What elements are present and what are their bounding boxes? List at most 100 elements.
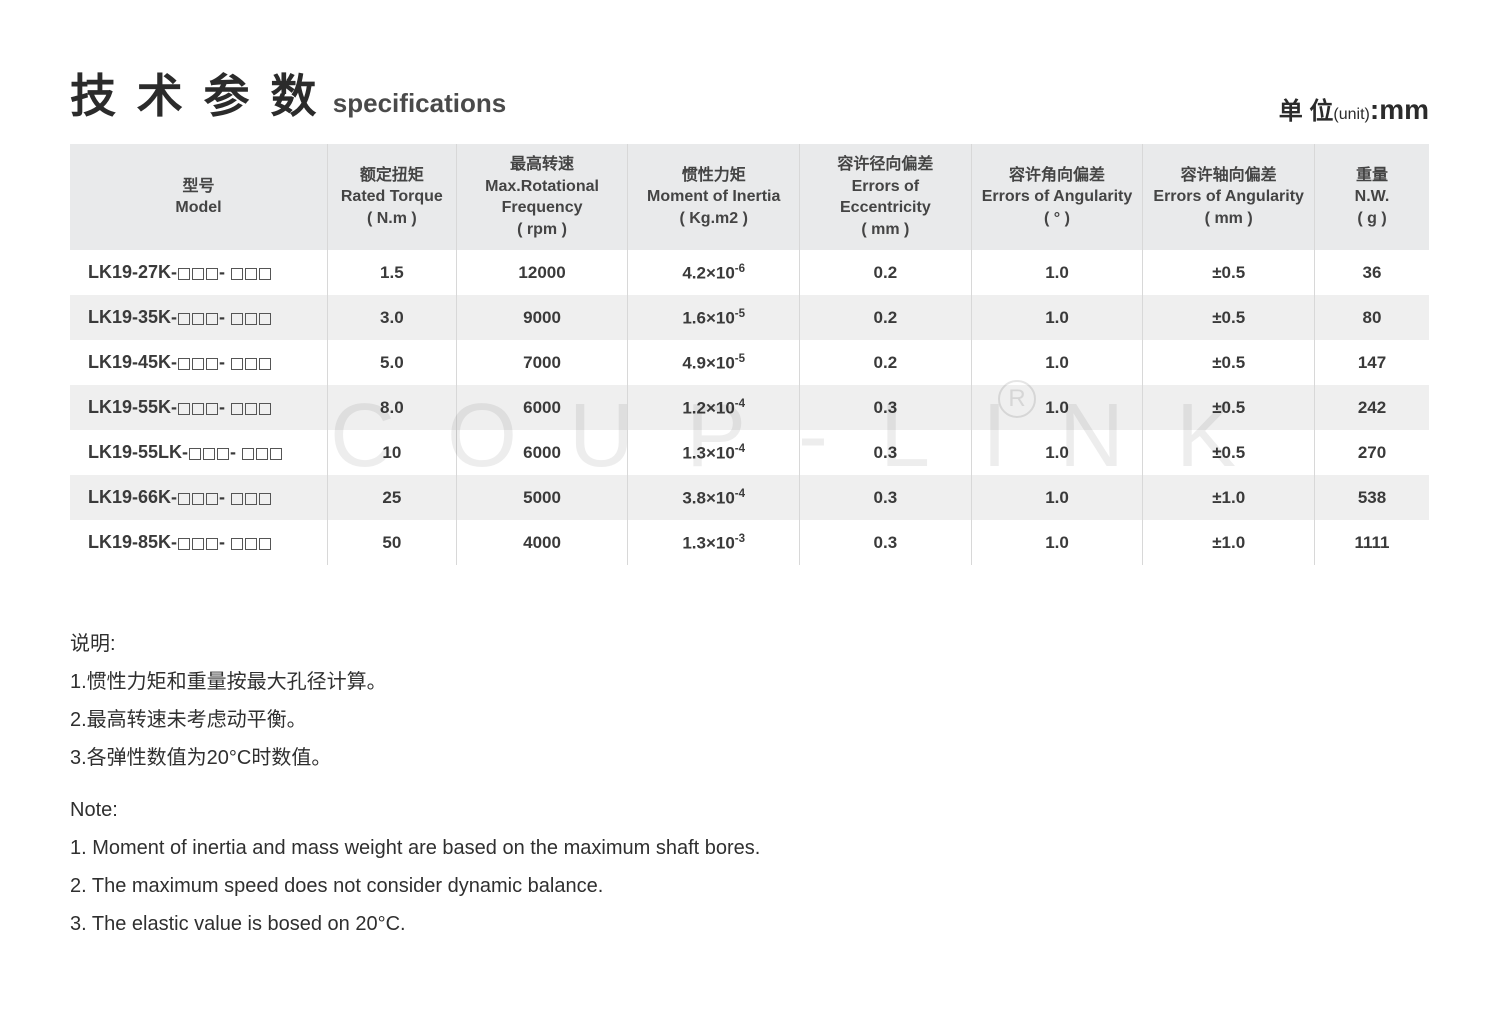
cell-ang: 1.0 <box>971 430 1143 475</box>
col-unit: ( Kg.m2 ) <box>634 208 793 230</box>
cell-torque: 3.0 <box>327 295 456 340</box>
spec-table: 型号 Model 额定扭矩 Rated Torque ( N.m ) 最高转速 … <box>70 144 1429 565</box>
col-torque: 额定扭矩 Rated Torque ( N.m ) <box>327 144 456 250</box>
cell-inertia: 4.9×10-5 <box>628 340 800 385</box>
unit-label: 单 位(unit):mm <box>1279 91 1429 126</box>
cell-torque: 5.0 <box>327 340 456 385</box>
cell-rpm: 5000 <box>456 475 628 520</box>
notes-cn-head: 说明: <box>70 625 1429 663</box>
page: 技 术 参 数 specifications 单 位(unit):mm COUP… <box>70 60 1429 943</box>
cell-ecc: 0.2 <box>800 250 972 295</box>
cell-torque: 8.0 <box>327 385 456 430</box>
cell-rpm: 12000 <box>456 250 628 295</box>
cell-ax: ±0.5 <box>1143 250 1315 295</box>
unit-cn: 单 位 <box>1279 98 1334 125</box>
cell-inertia: 1.2×10-4 <box>628 385 800 430</box>
notes: 说明: 1.惯性力矩和重量按最大孔径计算。 2.最高转速未考虑动平衡。 3.各弹… <box>70 625 1429 943</box>
col-en: Rated Torque <box>334 186 450 208</box>
col-unit: ( mm ) <box>1149 208 1308 230</box>
cell-inertia: 3.8×10-4 <box>628 475 800 520</box>
col-unit: ( rpm ) <box>463 219 622 241</box>
col-en: Moment of Inertia <box>634 186 793 208</box>
cell-inertia: 1.6×10-5 <box>628 295 800 340</box>
cell-wt: 270 <box>1315 430 1430 475</box>
col-cn: 重量 <box>1321 165 1423 187</box>
table-row: LK19-35K-- 3.090001.6×10-50.21.0±0.580 <box>70 295 1429 340</box>
table-body: LK19-27K-- 1.5120004.2×10-60.21.0±0.536L… <box>70 250 1429 565</box>
note-en-1: 1. Moment of inertia and mass weight are… <box>70 829 1429 867</box>
col-wt: 重量 N.W. ( g ) <box>1315 144 1430 250</box>
col-en: Errors of Angularity <box>978 186 1137 208</box>
table-row: LK19-55K-- 8.060001.2×10-40.31.0±0.5242 <box>70 385 1429 430</box>
cell-wt: 80 <box>1315 295 1430 340</box>
cell-ang: 1.0 <box>971 385 1143 430</box>
cell-ang: 1.0 <box>971 295 1143 340</box>
cell-wt: 36 <box>1315 250 1430 295</box>
unit-val: :mm <box>1370 94 1429 125</box>
cell-ecc: 0.3 <box>800 385 972 430</box>
cell-wt: 538 <box>1315 475 1430 520</box>
col-rpm: 最高转速 Max.Rotational Frequency ( rpm ) <box>456 144 628 250</box>
cell-torque: 1.5 <box>327 250 456 295</box>
cell-ecc: 0.3 <box>800 520 972 565</box>
cell-model: LK19-35K-- <box>70 295 327 340</box>
cell-ecc: 0.3 <box>800 475 972 520</box>
col-cn: 型号 <box>76 176 321 198</box>
note-en-3: 3. The elastic value is bosed on 20°C. <box>70 905 1429 943</box>
cell-ax: ±0.5 <box>1143 340 1315 385</box>
cell-wt: 1111 <box>1315 520 1430 565</box>
col-en: Errors of Angularity <box>1149 186 1308 208</box>
unit-sub: (unit) <box>1333 106 1369 123</box>
col-cn: 最高转速 <box>463 154 622 176</box>
col-inertia: 惯性力矩 Moment of Inertia ( Kg.m2 ) <box>628 144 800 250</box>
note-cn-1: 1.惯性力矩和重量按最大孔径计算。 <box>70 663 1429 701</box>
cell-rpm: 9000 <box>456 295 628 340</box>
title-block: 技 术 参 数 specifications <box>70 60 506 126</box>
cell-wt: 147 <box>1315 340 1430 385</box>
cell-rpm: 4000 <box>456 520 628 565</box>
cell-ax: ±0.5 <box>1143 430 1315 475</box>
cell-inertia: 4.2×10-6 <box>628 250 800 295</box>
header: 技 术 参 数 specifications 单 位(unit):mm <box>70 60 1429 126</box>
note-cn-3: 3.各弹性数值为20°C时数值。 <box>70 739 1429 777</box>
col-unit: ( N.m ) <box>334 208 450 230</box>
cell-model: LK19-55K-- <box>70 385 327 430</box>
cell-rpm: 7000 <box>456 340 628 385</box>
col-en: Model <box>76 197 321 219</box>
cell-ax: ±1.0 <box>1143 475 1315 520</box>
cell-rpm: 6000 <box>456 430 628 475</box>
cell-torque: 50 <box>327 520 456 565</box>
note-cn-2: 2.最高转速未考虑动平衡。 <box>70 701 1429 739</box>
cell-wt: 242 <box>1315 385 1430 430</box>
note-en-2: 2. The maximum speed does not consider d… <box>70 867 1429 905</box>
cell-ecc: 0.3 <box>800 430 972 475</box>
title-cn: 技 术 参 数 <box>70 70 320 122</box>
cell-ang: 1.0 <box>971 340 1143 385</box>
col-cn: 容许角向偏差 <box>978 165 1137 187</box>
col-cn: 容许径向偏差 <box>806 154 965 176</box>
col-ang: 容许角向偏差 Errors of Angularity ( ° ) <box>971 144 1143 250</box>
table-row: LK19-55LK-- 1060001.3×10-40.31.0±0.5270 <box>70 430 1429 475</box>
cell-model: LK19-85K-- <box>70 520 327 565</box>
col-ax: 容许轴向偏差 Errors of Angularity ( mm ) <box>1143 144 1315 250</box>
cell-ax: ±0.5 <box>1143 385 1315 430</box>
cell-ax: ±1.0 <box>1143 520 1315 565</box>
table-row: LK19-27K-- 1.5120004.2×10-60.21.0±0.536 <box>70 250 1429 295</box>
col-en: Errors of Eccentricity <box>806 176 965 219</box>
cell-model: LK19-45K-- <box>70 340 327 385</box>
cell-model: LK19-55LK-- <box>70 430 327 475</box>
cell-model: LK19-27K-- <box>70 250 327 295</box>
cell-inertia: 1.3×10-3 <box>628 520 800 565</box>
cell-ang: 1.0 <box>971 475 1143 520</box>
cell-ax: ±0.5 <box>1143 295 1315 340</box>
table-row: LK19-85K-- 5040001.3×10-30.31.0±1.01111 <box>70 520 1429 565</box>
cell-ecc: 0.2 <box>800 340 972 385</box>
cell-torque: 10 <box>327 430 456 475</box>
table-row: LK19-45K-- 5.070004.9×10-50.21.0±0.5147 <box>70 340 1429 385</box>
col-cn: 惯性力矩 <box>634 165 793 187</box>
notes-en-head: Note: <box>70 791 1429 829</box>
col-unit: ( ° ) <box>978 208 1137 230</box>
col-unit: ( g ) <box>1321 208 1423 230</box>
title-en: specifications <box>333 88 506 118</box>
col-unit: ( mm ) <box>806 219 965 241</box>
